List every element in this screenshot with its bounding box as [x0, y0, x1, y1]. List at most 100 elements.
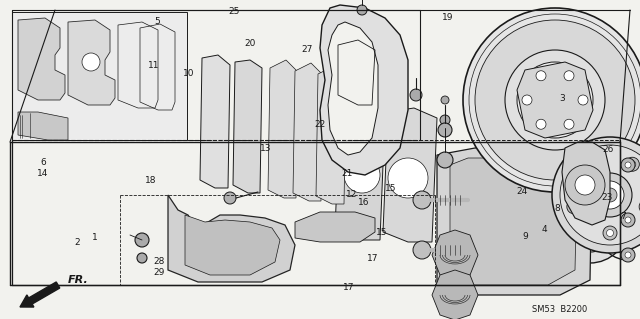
Circle shape: [440, 115, 450, 125]
Circle shape: [410, 89, 422, 101]
Circle shape: [437, 152, 453, 168]
Circle shape: [490, 173, 574, 257]
Text: SM53  B2200: SM53 B2200: [532, 306, 588, 315]
Circle shape: [560, 145, 640, 245]
Circle shape: [625, 157, 639, 171]
Circle shape: [621, 213, 635, 227]
Text: 12: 12: [346, 190, 358, 199]
Circle shape: [575, 175, 595, 195]
Text: 9: 9: [522, 232, 527, 241]
Circle shape: [475, 20, 635, 180]
Circle shape: [570, 203, 577, 210]
Polygon shape: [562, 142, 610, 225]
Text: 17: 17: [343, 283, 355, 292]
Text: 21: 21: [341, 169, 353, 178]
Polygon shape: [68, 20, 115, 105]
Circle shape: [565, 165, 605, 205]
Circle shape: [588, 173, 632, 217]
Polygon shape: [432, 270, 478, 319]
FancyArrow shape: [20, 282, 60, 307]
Circle shape: [621, 248, 635, 262]
Circle shape: [552, 137, 640, 253]
Circle shape: [500, 183, 564, 247]
Circle shape: [388, 158, 428, 198]
Text: 10: 10: [183, 69, 195, 78]
Polygon shape: [450, 158, 577, 285]
Circle shape: [224, 192, 236, 204]
Circle shape: [536, 71, 546, 81]
Circle shape: [413, 191, 431, 209]
Text: FR.: FR.: [68, 275, 89, 285]
Polygon shape: [316, 66, 346, 204]
Text: 23: 23: [601, 193, 612, 202]
Polygon shape: [517, 62, 593, 138]
Text: 7: 7: [621, 212, 626, 221]
Polygon shape: [168, 195, 295, 282]
Text: 11: 11: [148, 61, 159, 70]
Circle shape: [603, 188, 617, 202]
Circle shape: [137, 253, 147, 263]
Polygon shape: [185, 215, 280, 275]
Circle shape: [135, 233, 149, 247]
Circle shape: [580, 157, 595, 171]
Circle shape: [621, 158, 635, 172]
Text: 4: 4: [541, 225, 547, 234]
Text: 2: 2: [74, 238, 79, 247]
Text: 16: 16: [358, 198, 369, 207]
Text: 29: 29: [153, 268, 164, 277]
Polygon shape: [18, 18, 65, 100]
Circle shape: [463, 8, 640, 192]
Polygon shape: [383, 108, 437, 242]
Text: 3: 3: [559, 94, 564, 103]
Text: 22: 22: [314, 120, 326, 129]
Polygon shape: [432, 230, 478, 280]
Circle shape: [344, 157, 380, 193]
Circle shape: [564, 71, 574, 81]
Circle shape: [564, 119, 574, 129]
Circle shape: [639, 200, 640, 214]
Text: 1: 1: [92, 233, 97, 242]
Circle shape: [578, 95, 588, 105]
Polygon shape: [335, 106, 385, 240]
Circle shape: [625, 217, 631, 223]
Polygon shape: [293, 63, 323, 201]
Text: 5: 5: [154, 17, 159, 26]
Circle shape: [603, 226, 617, 240]
Text: 26: 26: [602, 145, 614, 154]
Bar: [12, 12, 187, 140]
Text: 24: 24: [516, 187, 527, 196]
Circle shape: [567, 200, 581, 214]
Circle shape: [357, 5, 367, 15]
Circle shape: [82, 53, 100, 71]
Polygon shape: [18, 112, 68, 140]
Circle shape: [563, 198, 617, 252]
Text: 20: 20: [244, 39, 255, 48]
Text: 17: 17: [367, 254, 379, 263]
Text: 14: 14: [37, 169, 49, 178]
Circle shape: [522, 95, 532, 105]
Circle shape: [552, 187, 628, 263]
Text: 25: 25: [228, 7, 239, 16]
Polygon shape: [233, 60, 262, 193]
Polygon shape: [200, 55, 230, 188]
Text: 27: 27: [301, 45, 313, 54]
Polygon shape: [295, 212, 375, 242]
Text: 28: 28: [153, 257, 164, 266]
Circle shape: [517, 62, 593, 138]
Circle shape: [625, 252, 631, 258]
Text: 15: 15: [376, 228, 388, 237]
Polygon shape: [437, 148, 592, 295]
Circle shape: [596, 181, 624, 209]
Text: 15: 15: [385, 184, 396, 193]
Circle shape: [536, 119, 546, 129]
Text: 13: 13: [260, 144, 271, 153]
Circle shape: [537, 82, 573, 118]
Polygon shape: [268, 60, 298, 198]
Circle shape: [413, 241, 431, 259]
Circle shape: [625, 162, 631, 168]
Circle shape: [607, 229, 614, 236]
Polygon shape: [328, 22, 378, 155]
Polygon shape: [320, 5, 408, 175]
Circle shape: [629, 161, 636, 168]
Text: 18: 18: [145, 176, 156, 185]
